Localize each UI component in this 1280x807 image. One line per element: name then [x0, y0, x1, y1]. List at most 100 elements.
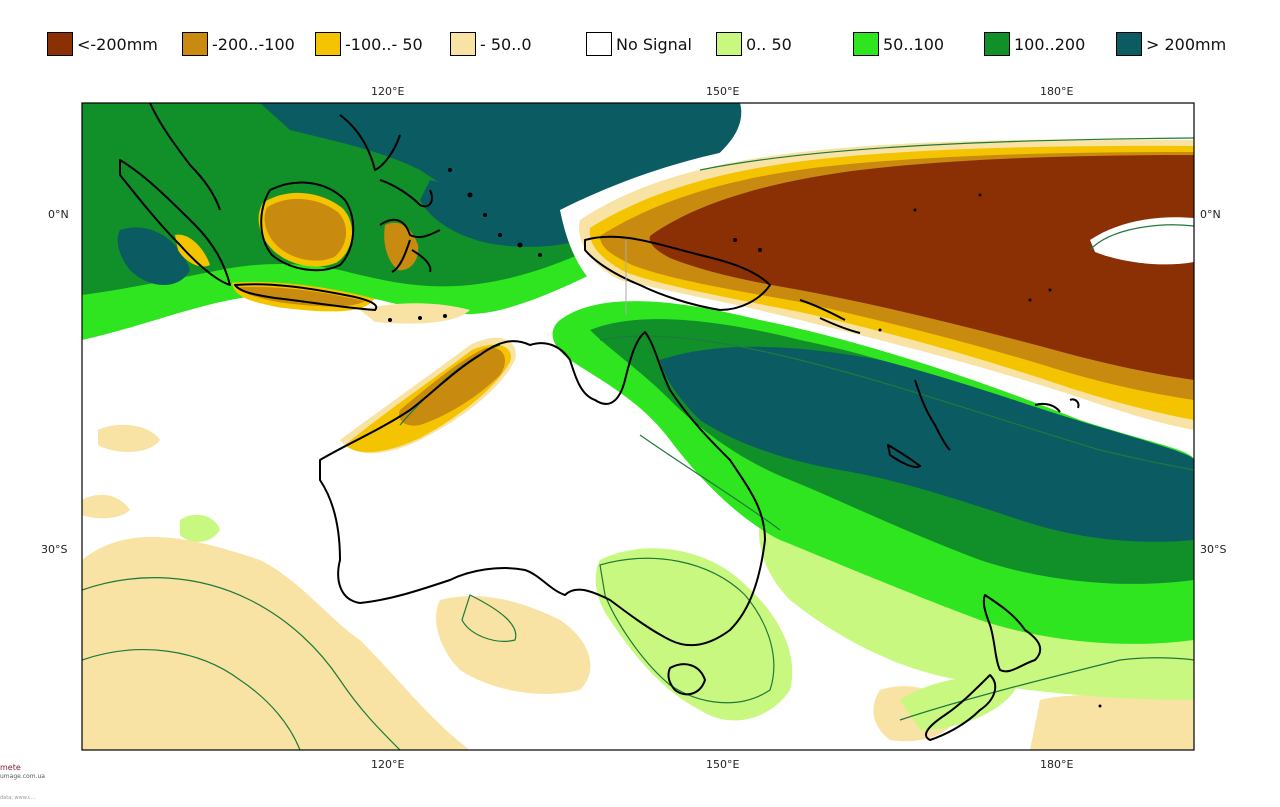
contour-line — [899, 657, 1194, 721]
map-legend: <-200mm -200..-100 -100..- 50 - 50..0 No… — [47, 31, 1257, 57]
legend-item-gt200: > 200mm — [1116, 31, 1226, 57]
island-dots — [388, 168, 1102, 708]
coastline-new-guinea — [584, 235, 771, 311]
lon-label-120e-bottom: 120°E — [371, 758, 405, 771]
contour-line — [599, 335, 1194, 471]
legend-label: -100..- 50 — [345, 34, 423, 54]
lon-label-180e-bottom: 180°E — [1040, 758, 1074, 771]
legend-swatch — [984, 32, 1010, 56]
contour-line — [82, 577, 401, 750]
legend-swatch — [1116, 32, 1142, 56]
region-wet-coral-sea-dark — [660, 346, 1194, 542]
coastline-new-zealand-north — [982, 594, 1042, 673]
region-dry-timor — [360, 303, 470, 324]
contour-line — [639, 434, 781, 531]
map-frame — [81, 102, 1195, 751]
lat-label-30s-right: 30°S — [1200, 543, 1227, 556]
island-dot — [1098, 704, 1102, 708]
legend-label: -200..-100 — [212, 34, 295, 54]
region-dry-northwest-strip — [82, 494, 130, 519]
region-wet-borneo-dark — [420, 180, 603, 247]
island-dot — [538, 253, 542, 257]
source-credit: mete umage.com.ua — [0, 763, 45, 781]
region-dry-southwest — [82, 536, 470, 750]
coastline-borneo — [260, 181, 355, 272]
region-dry-east-south — [1030, 690, 1194, 750]
coastline-fiji — [1034, 398, 1080, 413]
legend-item-no-signal: No Signal — [586, 31, 692, 57]
legend-label: - 50..0 — [480, 34, 532, 54]
contour-line — [461, 594, 517, 642]
region-dry-borneo-ring — [258, 192, 353, 267]
island-dot — [878, 328, 882, 332]
island-dot — [443, 314, 447, 318]
region-dry-kimberley-orange — [399, 347, 505, 426]
legend-label: <-200mm — [77, 34, 158, 54]
legend-item-lt-minus200: <-200mm — [47, 31, 158, 57]
legend-item-0-50: 0.. 50 — [716, 31, 792, 57]
island-dot — [517, 242, 523, 248]
island-dot — [483, 213, 487, 217]
island-dot — [467, 192, 473, 198]
legend-item-100-200: 100..200 — [984, 31, 1085, 57]
coastline-new-caledonia — [887, 444, 921, 468]
lon-label-150e-top: 150°E — [706, 85, 740, 98]
legend-swatch — [586, 32, 612, 56]
legend-swatch — [47, 32, 73, 56]
legend-label: No Signal — [616, 34, 692, 54]
region-dry-borneo — [261, 195, 350, 264]
legend-swatch — [450, 32, 476, 56]
credit-line-1: mete — [0, 763, 21, 772]
island-dot — [388, 318, 392, 322]
coastline-philippines — [339, 114, 433, 208]
coastline-solomon-islands — [799, 299, 861, 334]
coastline-vanuatu — [914, 379, 951, 451]
lon-label-120e-top: 120°E — [371, 85, 405, 98]
island-dot — [498, 233, 502, 237]
lon-label-180e-top: 180°E — [1040, 85, 1074, 98]
legend-swatch — [315, 32, 341, 56]
island-dot — [733, 238, 737, 242]
legend-item-minus100-minus50: -100..- 50 — [315, 31, 423, 57]
legend-label: 50..100 — [883, 34, 945, 54]
island-dot — [418, 316, 422, 320]
legend-swatch — [853, 32, 879, 56]
coastline-new-zealand-south — [925, 674, 997, 741]
legend-item-50-100: 50..100 — [853, 31, 944, 57]
contour-line — [82, 648, 301, 750]
lat-label-30s-left: 30°S — [41, 543, 68, 556]
contour-line — [1089, 224, 1194, 251]
region-no-signal-pacific-hole — [1090, 217, 1194, 265]
region-wet-west-dark — [117, 227, 190, 285]
island-dot — [978, 193, 982, 197]
region-wet-southeast-australia — [595, 548, 793, 721]
region-dry-sumatra — [175, 234, 210, 267]
coastlines — [119, 103, 1080, 741]
credit-line-2: umage.com.ua — [0, 773, 45, 780]
region-dry-pacific-brown — [649, 155, 1194, 380]
coastline-sulawesi — [379, 218, 441, 273]
coastline-sumatra — [119, 159, 231, 286]
legend-swatch — [182, 32, 208, 56]
contour-line — [599, 557, 775, 704]
island-dot — [758, 248, 762, 252]
lon-label-150e-bottom: 150°E — [706, 758, 740, 771]
coastline-australia — [319, 331, 766, 647]
island-dot — [913, 208, 917, 212]
credit-line-3: data: www.c... — [0, 795, 36, 801]
legend-item-minus50-0: - 50..0 — [450, 31, 532, 57]
region-dry-west-patch — [98, 424, 160, 452]
coastline-tasmania — [667, 663, 706, 696]
lat-label-0n-right: 0°N — [1200, 208, 1221, 221]
region-dry-south — [436, 596, 591, 694]
island-dot — [448, 168, 452, 172]
legend-label: 0.. 50 — [746, 34, 792, 54]
legend-label: 100..200 — [1014, 34, 1086, 54]
region-dry-java — [235, 284, 370, 309]
island-dot — [1028, 298, 1032, 302]
island-dot — [1048, 288, 1052, 292]
legend-label: > 200mm — [1146, 34, 1227, 54]
coastline-java — [234, 283, 378, 311]
legend-swatch — [716, 32, 742, 56]
